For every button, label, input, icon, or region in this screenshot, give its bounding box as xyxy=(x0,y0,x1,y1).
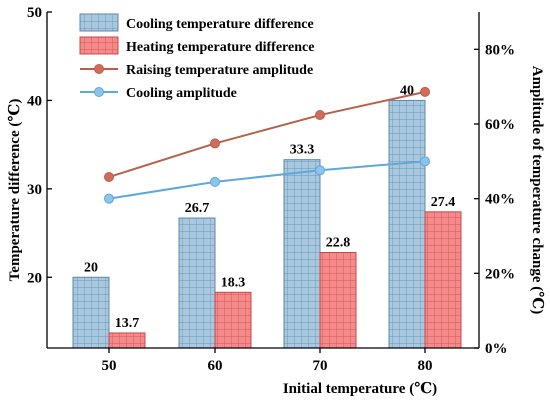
data-label-cooling-60: 26.7 xyxy=(185,201,210,216)
bar-cooling-70 xyxy=(283,159,321,349)
data-label-heating-80: 27.4 xyxy=(431,195,456,210)
left-axis-ticks: 20 30 40 50 xyxy=(27,5,52,286)
legend-marker-raising xyxy=(94,64,104,74)
bar-heating-80 xyxy=(424,211,462,349)
bar-heating-50 xyxy=(108,332,146,349)
bar-cooling-50 xyxy=(72,276,110,349)
line-cooling-amp xyxy=(108,160,426,200)
bar-heating-70 xyxy=(319,252,357,349)
data-label-heating-70: 22.8 xyxy=(326,236,351,251)
y2-tick-label-40%: 40% xyxy=(485,192,515,208)
bars-layer xyxy=(72,99,462,349)
data-label-cooling-70: 33.3 xyxy=(290,143,315,158)
point-raising-70 xyxy=(315,110,325,121)
y-axis-title: Temperature difference (℃) xyxy=(7,99,23,282)
x-axis-ticks: 50 60 70 80 xyxy=(102,348,433,374)
point-raising-80 xyxy=(420,86,430,97)
legend-label-raising: Raising temperature amplitude xyxy=(126,63,313,78)
y-tick-label-20: 20 xyxy=(27,270,42,286)
y2-tick-label-80%: 80% xyxy=(485,42,515,58)
data-label-cooling-50: 20 xyxy=(84,260,98,275)
x-axis-title: Initial temperature (℃) xyxy=(283,381,437,397)
legend-swatch-heating xyxy=(79,36,119,55)
bar-cooling-60 xyxy=(178,217,216,349)
line-raising xyxy=(108,90,426,178)
legend-label-heating: Heating temperature difference xyxy=(126,40,314,55)
point-cooling-amp-50 xyxy=(104,193,114,204)
x-tick-label-60: 60 xyxy=(208,358,223,374)
y2-tick-label-0%: 0% xyxy=(485,341,508,357)
legend: Cooling temperature difference Heating te… xyxy=(79,13,314,101)
y2-tick-label-60%: 60% xyxy=(485,117,515,133)
y-tick-label-30: 30 xyxy=(27,182,42,198)
point-cooling-amp-60 xyxy=(210,176,220,187)
legend-label-cooling: Cooling temperature difference xyxy=(126,17,314,32)
data-label-heating-60: 18.3 xyxy=(221,275,246,290)
y2-tick-label-20%: 20% xyxy=(485,266,515,282)
bar-cooling-80 xyxy=(388,99,426,349)
legend-marker-cooling-amp xyxy=(94,87,104,97)
y-tick-label-40: 40 xyxy=(27,93,42,109)
x-tick-label-50: 50 xyxy=(102,358,117,374)
right-axis-ticks: 0% 20% 40% 60% 80% xyxy=(474,42,515,357)
data-label-heating-50: 13.7 xyxy=(115,316,140,331)
legend-label-cooling-amp: Cooling amplitude xyxy=(126,86,237,101)
data-labels-layer: 20 26.7 33.3 40 13.7 18.3 22.8 27.4 xyxy=(84,83,455,331)
x-tick-label-70: 70 xyxy=(313,358,328,374)
y2-axis-title: Amplitude of temperature change (℃) xyxy=(529,66,545,315)
point-cooling-amp-70 xyxy=(315,165,325,176)
bar-heating-60 xyxy=(214,291,252,349)
point-raising-50 xyxy=(104,172,114,183)
point-raising-60 xyxy=(210,138,220,149)
legend-swatch-cooling xyxy=(79,13,119,32)
lines-layer xyxy=(104,86,430,204)
x-tick-label-80: 80 xyxy=(418,358,433,374)
y-tick-label-50: 50 xyxy=(27,5,42,21)
point-cooling-amp-80 xyxy=(420,156,430,167)
data-label-cooling-80: 40 xyxy=(400,83,414,98)
